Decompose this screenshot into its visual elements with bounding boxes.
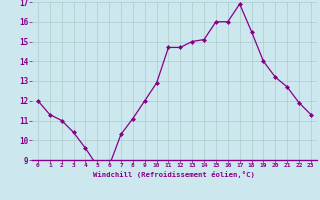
X-axis label: Windchill (Refroidissement éolien,°C): Windchill (Refroidissement éolien,°C) bbox=[93, 171, 255, 178]
